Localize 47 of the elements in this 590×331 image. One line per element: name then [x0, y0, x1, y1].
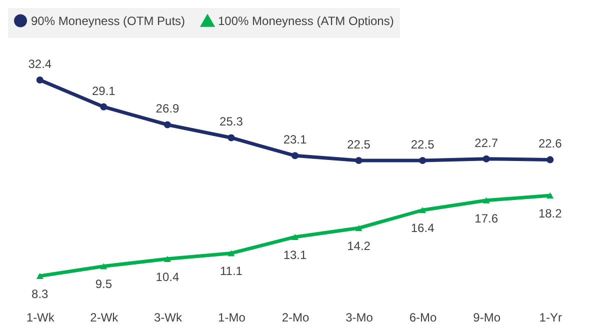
data-label: 26.9 [156, 102, 180, 116]
point [291, 234, 299, 240]
point [164, 121, 171, 128]
point [355, 156, 362, 164]
x-tick-label: 3-Wk [154, 310, 183, 324]
data-label: 22.5 [410, 138, 435, 152]
legend-label: 100% Moneyness (ATM Options) [218, 14, 394, 28]
x-tick-label: 9-Mo [473, 310, 501, 324]
point [546, 192, 554, 199]
point [228, 250, 235, 256]
data-label: 9.5 [95, 277, 112, 292]
data-label: 23.1 [283, 132, 307, 147]
data-label: 29.1 [92, 84, 116, 98]
point [100, 103, 108, 110]
data-label: 17.6 [474, 211, 498, 226]
x-tick-label: 3-Mo [346, 310, 374, 324]
data-label: 22.6 [538, 136, 562, 151]
point [419, 207, 426, 214]
x-tick-label: 1-Mo [218, 310, 246, 324]
point [482, 155, 490, 162]
point [36, 272, 44, 280]
point [355, 224, 362, 232]
x-tick-label: 1-Wk [26, 310, 56, 324]
data-label: 22.7 [474, 136, 498, 150]
data-label: 11.1 [220, 264, 243, 278]
data-label: 8.3 [32, 287, 49, 301]
data-label: 13.1 [283, 248, 307, 262]
point [36, 76, 44, 84]
point [419, 156, 426, 164]
point [482, 197, 490, 204]
data-label: 25.3 [220, 114, 244, 129]
x-tick-label: 2-Wk [90, 310, 120, 324]
point [100, 263, 108, 270]
x-tick-label: 2-Mo [282, 310, 310, 324]
data-label: 16.4 [410, 221, 435, 236]
point [291, 152, 299, 160]
data-label: 14.2 [347, 239, 371, 254]
point [228, 134, 235, 142]
point [164, 256, 171, 262]
x-tick-label: 1-Yr [539, 310, 562, 324]
data-label: 32.4 [28, 57, 52, 71]
data-label: 10.4 [156, 270, 180, 284]
data-label: 22.5 [347, 138, 371, 152]
point [546, 156, 554, 164]
legend-label: 90% Moneyness (OTM Puts) [31, 14, 186, 28]
data-label: 18.2 [538, 206, 562, 220]
x-tick-label: 6-Mo [409, 310, 438, 324]
